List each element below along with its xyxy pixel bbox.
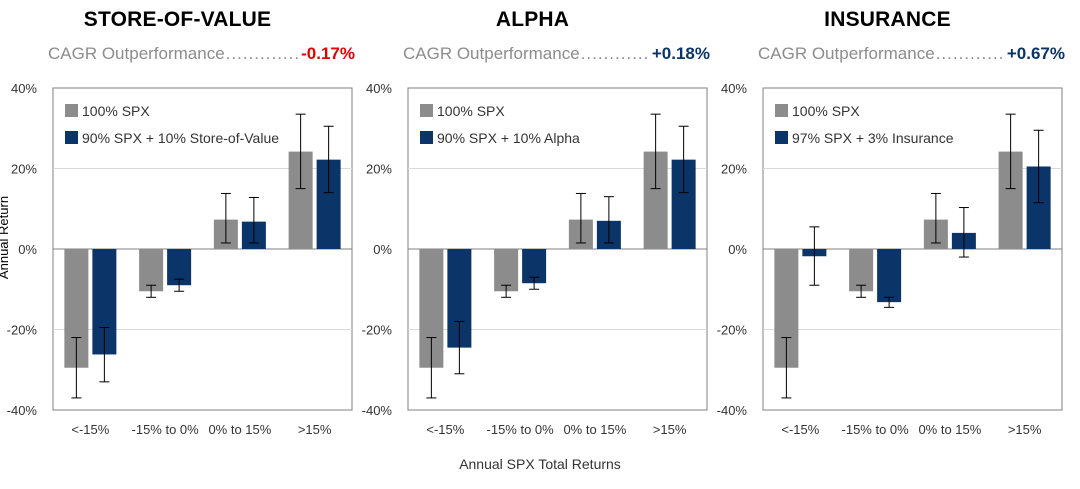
y-tick-label: -40%	[7, 403, 38, 418]
x-tick-label: >15%	[298, 422, 332, 437]
cagr-row: CAGR Outperformance ....................…	[48, 44, 355, 68]
y-tick-label: -20%	[362, 323, 393, 338]
y-tick-label: 20%	[721, 162, 747, 177]
y-tick-label: 40%	[366, 81, 392, 96]
x-tick-label: <-15%	[426, 422, 464, 437]
chart-panel-insurance: INSURANCE CAGR Outperformance ..........…	[710, 0, 1065, 445]
cagr-row: CAGR Outperformance ....................…	[403, 44, 710, 68]
cagr-label: CAGR Outperformance	[403, 44, 580, 64]
cagr-label: CAGR Outperformance	[48, 44, 225, 64]
legend-label: 90% SPX + 10% Alpha	[437, 130, 580, 146]
y-tick-label: 0%	[18, 242, 37, 257]
x-axis-title: Annual SPX Total Returns	[0, 456, 1080, 472]
bar-chart: -40% -20% 0% 20% 40% <-15% -15% to 0% 0% to 15%…	[710, 78, 1065, 448]
y-tick-label: -40%	[717, 403, 748, 418]
bar-chart: -40% -20% 0% 20% 40% <-15% -15% to 0% 0% to 15%…	[0, 78, 355, 448]
cagr-value: -0.17%	[301, 44, 355, 64]
legend-swatch-mix	[775, 131, 788, 144]
x-tick-label: <-15%	[71, 422, 109, 437]
cagr-label: CAGR Outperformance	[758, 44, 935, 64]
panel-title: INSURANCE	[710, 8, 1065, 32]
legend-swatch-spx	[775, 104, 788, 117]
y-tick-label: 20%	[11, 162, 37, 177]
cagr-dots: ........................................…	[936, 44, 1006, 64]
bar-mix	[877, 249, 901, 302]
x-tick-label: <-15%	[781, 422, 819, 437]
panel-title: STORE-OF-VALUE	[0, 8, 355, 32]
cagr-dots: ........................................…	[581, 44, 651, 64]
panel-title: ALPHA	[355, 8, 710, 32]
y-tick-label: -20%	[7, 323, 38, 338]
x-tick-label: -15% to 0%	[487, 422, 555, 437]
x-tick-label: -15% to 0%	[132, 422, 200, 437]
cagr-row: CAGR Outperformance ....................…	[758, 44, 1065, 68]
legend-swatch-spx	[420, 104, 433, 117]
x-tick-label: 0% to 15%	[563, 422, 626, 437]
x-tick-label: 0% to 15%	[208, 422, 271, 437]
legend-label: 100% SPX	[437, 103, 505, 119]
legend-label: 100% SPX	[792, 103, 860, 119]
y-tick-label: 40%	[11, 81, 37, 96]
y-tick-label: 0%	[728, 242, 747, 257]
legend-swatch-mix	[65, 131, 78, 144]
x-tick-label: 0% to 15%	[918, 422, 981, 437]
legend-swatch-mix	[420, 131, 433, 144]
bar-chart: -40% -20% 0% 20% 40% <-15% -15% to 0% 0% to 15%…	[355, 78, 710, 448]
legend-swatch-spx	[65, 104, 78, 117]
y-tick-label: -20%	[717, 323, 748, 338]
x-tick-label: >15%	[653, 422, 687, 437]
x-tick-label: -15% to 0%	[842, 422, 910, 437]
cagr-dots: ........................................…	[226, 44, 300, 64]
y-tick-label: 0%	[373, 242, 392, 257]
y-tick-label: 20%	[366, 162, 392, 177]
legend-label: 90% SPX + 10% Store-of-Value	[82, 130, 279, 146]
cagr-value: +0.67%	[1007, 44, 1065, 64]
y-tick-label: -40%	[362, 403, 393, 418]
cagr-value: +0.18%	[652, 44, 710, 64]
chart-panel-store-of-value: STORE-OF-VALUE CAGR Outperformance .....…	[0, 0, 355, 445]
legend-label: 100% SPX	[82, 103, 150, 119]
chart-panel-alpha: ALPHA CAGR Outperformance ..............…	[355, 0, 710, 445]
legend-label: 97% SPX + 3% Insurance	[792, 130, 954, 146]
y-tick-label: 40%	[721, 81, 747, 96]
x-tick-label: >15%	[1008, 422, 1042, 437]
